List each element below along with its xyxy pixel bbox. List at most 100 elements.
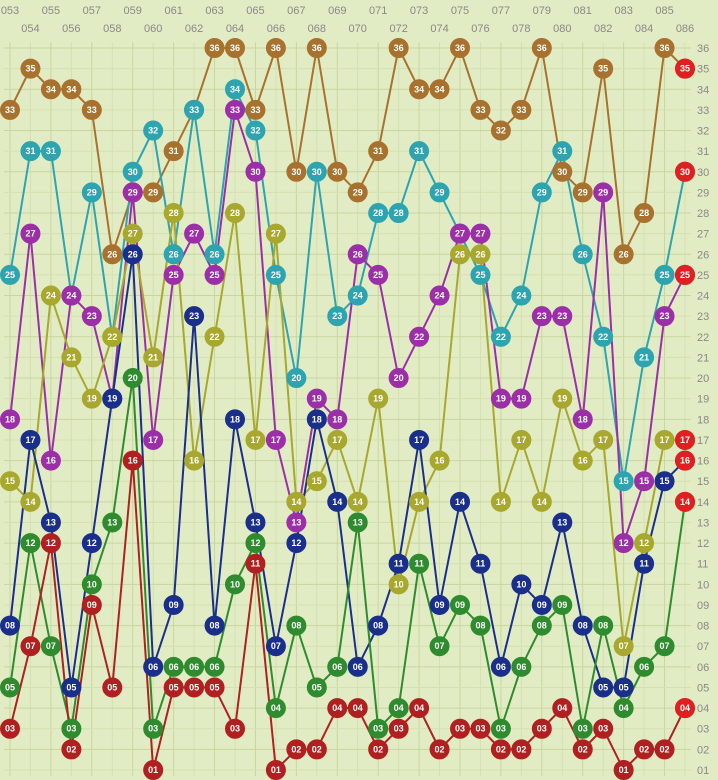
- svg-text:067: 067: [287, 5, 305, 17]
- svg-text:07: 07: [46, 641, 56, 651]
- svg-text:20: 20: [394, 373, 404, 383]
- svg-text:29: 29: [578, 187, 588, 197]
- svg-text:34: 34: [435, 84, 445, 94]
- svg-text:06: 06: [210, 662, 220, 672]
- svg-text:02: 02: [66, 744, 76, 754]
- svg-text:19: 19: [107, 394, 117, 404]
- point-olive: 16: [574, 452, 592, 470]
- svg-text:29: 29: [128, 187, 138, 197]
- point-teal: 21: [635, 348, 653, 366]
- point-olive: 21: [62, 348, 80, 366]
- svg-text:30: 30: [557, 167, 567, 177]
- point-olive: 22: [206, 328, 224, 346]
- svg-text:075: 075: [451, 5, 469, 17]
- svg-text:073: 073: [410, 5, 428, 17]
- point-green: 10: [83, 575, 101, 593]
- point-red: 02: [369, 740, 387, 758]
- point-olive: 14: [492, 493, 510, 511]
- point-brown: 36: [533, 39, 551, 57]
- point-red: 03: [594, 720, 612, 738]
- point-navy: 05: [615, 678, 633, 696]
- svg-text:04: 04: [394, 703, 404, 713]
- svg-text:07: 07: [660, 641, 670, 651]
- svg-text:18: 18: [312, 414, 322, 424]
- svg-text:22: 22: [598, 332, 608, 342]
- svg-text:26: 26: [210, 249, 220, 259]
- point-navy: 18: [226, 410, 244, 428]
- point-brown: 35: [594, 60, 612, 78]
- point-red: 05: [185, 678, 203, 696]
- svg-text:08: 08: [598, 621, 608, 631]
- svg-text:35: 35: [697, 64, 709, 76]
- svg-text:18: 18: [578, 414, 588, 424]
- svg-text:26: 26: [128, 249, 138, 259]
- svg-text:16: 16: [697, 456, 709, 468]
- svg-text:14: 14: [353, 497, 363, 507]
- svg-text:078: 078: [512, 23, 530, 35]
- point-brown: 33: [1, 101, 19, 119]
- svg-text:29: 29: [148, 187, 158, 197]
- point-teal: 31: [21, 142, 39, 160]
- svg-text:30: 30: [332, 167, 342, 177]
- point-red: 01: [144, 761, 162, 779]
- svg-text:10: 10: [394, 579, 404, 589]
- point-purple: 20: [390, 369, 408, 387]
- svg-text:17: 17: [697, 435, 709, 447]
- point-green: 04: [615, 699, 633, 717]
- svg-text:06: 06: [516, 662, 526, 672]
- point-green: 13: [103, 513, 121, 531]
- point-teal: 24: [349, 287, 367, 305]
- svg-text:14: 14: [332, 497, 342, 507]
- svg-text:05: 05: [210, 682, 220, 692]
- point-green: 13: [349, 513, 367, 531]
- svg-text:28: 28: [394, 208, 404, 218]
- svg-text:25: 25: [697, 270, 709, 282]
- point-olive: 17: [512, 431, 530, 449]
- point-teal: 28: [369, 204, 387, 222]
- point-green: 06: [328, 658, 346, 676]
- point-brown: 36: [308, 39, 326, 57]
- svg-text:22: 22: [414, 332, 424, 342]
- svg-text:35: 35: [680, 64, 690, 74]
- point-green: 10: [226, 575, 244, 593]
- svg-text:14: 14: [537, 497, 547, 507]
- point-purple: 15: [635, 472, 653, 490]
- svg-text:32: 32: [496, 126, 506, 136]
- point-green: 12: [21, 534, 39, 552]
- point-navy: 11: [635, 555, 653, 573]
- svg-text:23: 23: [189, 311, 199, 321]
- point-red: 05: [165, 678, 183, 696]
- svg-text:31: 31: [169, 146, 179, 156]
- point-navy: 06: [144, 658, 162, 676]
- svg-text:15: 15: [660, 476, 670, 486]
- point-brown: 36: [226, 39, 244, 57]
- svg-text:21: 21: [66, 352, 76, 362]
- svg-text:01: 01: [148, 765, 158, 775]
- point-red: 03: [451, 720, 469, 738]
- svg-text:26: 26: [697, 249, 709, 261]
- point-navy: 18: [308, 410, 326, 428]
- svg-text:084: 084: [635, 23, 653, 35]
- point-teal: 30: [308, 163, 326, 181]
- svg-text:02: 02: [312, 744, 322, 754]
- svg-text:062: 062: [185, 23, 203, 35]
- svg-text:02: 02: [373, 744, 383, 754]
- point-olive: 26: [451, 245, 469, 263]
- svg-text:086: 086: [676, 23, 694, 35]
- point-purple: 12: [615, 534, 633, 552]
- point-navy: 05: [62, 678, 80, 696]
- svg-text:05: 05: [5, 682, 15, 692]
- svg-text:25: 25: [373, 270, 383, 280]
- svg-text:07: 07: [435, 641, 445, 651]
- svg-text:10: 10: [87, 579, 97, 589]
- highlight-point: 16: [676, 452, 694, 470]
- svg-text:29: 29: [87, 187, 97, 197]
- svg-text:11: 11: [394, 559, 404, 569]
- svg-text:20: 20: [697, 373, 709, 385]
- svg-text:09: 09: [455, 600, 465, 610]
- point-green: 05: [308, 678, 326, 696]
- point-purple: 18: [1, 410, 19, 428]
- point-brown: 33: [246, 101, 264, 119]
- point-teal: 22: [492, 328, 510, 346]
- svg-text:16: 16: [435, 456, 445, 466]
